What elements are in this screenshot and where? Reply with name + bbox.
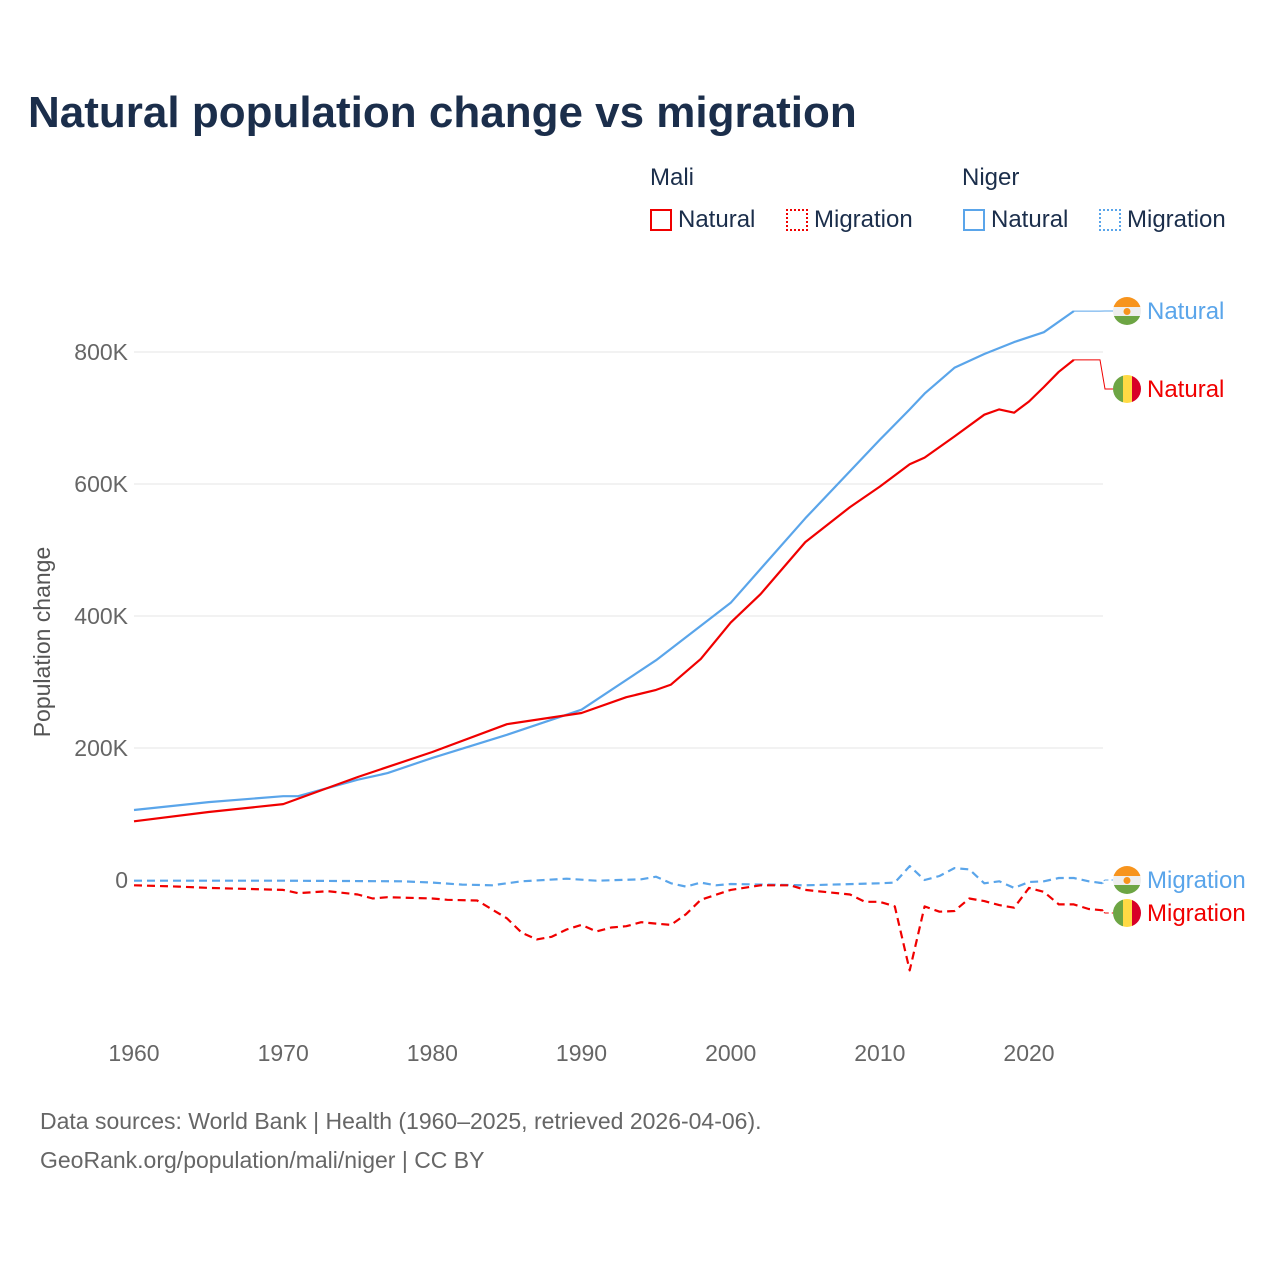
flag-sun [1123, 308, 1131, 315]
legend-label: Natural [678, 206, 756, 233]
y-axis-label: Population change [29, 547, 55, 738]
y-tick-label: 600K [74, 471, 128, 497]
legend-group-mali: Mali [650, 164, 695, 191]
legend-label: Migration [814, 206, 913, 233]
x-tick-label: 1980 [407, 1040, 458, 1066]
mali-migration-line [133, 884, 1104, 972]
niger-flag-icon [1113, 297, 1141, 325]
flag-clip [1113, 866, 1141, 894]
source-line-2[interactable]: GeoRank.org/population/mali/niger | CC B… [40, 1147, 485, 1173]
x-tick-label: 1970 [258, 1040, 309, 1066]
mali-flag-icon [1113, 375, 1141, 403]
flag-stripe [1113, 885, 1141, 894]
legend-group-niger: Niger [962, 164, 1020, 191]
niger-flag-icon [1113, 866, 1141, 894]
end-label: Natural [1147, 298, 1224, 325]
niger-migration-line [134, 865, 1104, 889]
end-label: Migration [1147, 900, 1246, 927]
flag-stripe [1113, 297, 1141, 307]
flag-stripe [1132, 375, 1141, 403]
legend-swatch-dotted [1099, 209, 1121, 231]
flag-clip [1113, 297, 1141, 325]
flag-clip [1113, 899, 1141, 927]
legend-mali-natural[interactable]: Natural [650, 206, 755, 234]
connector-line [1073, 359, 1113, 390]
legend-label: Natural [991, 206, 1069, 233]
end-label: Natural [1147, 376, 1224, 403]
end-label: Migration [1147, 867, 1246, 894]
flag-stripe [1113, 866, 1141, 876]
chart-title: Natural population change vs migration [28, 88, 857, 137]
x-tick-label: 2000 [705, 1040, 756, 1066]
legend-mali-migration[interactable]: Migration [786, 206, 913, 234]
y-tick-label: 0 [115, 867, 128, 893]
x-tick-label: 2010 [854, 1040, 905, 1066]
legend-niger-migration[interactable]: Migration [1099, 206, 1226, 234]
legend-label: Migration [1127, 206, 1226, 233]
flag-stripe [1113, 375, 1123, 403]
mali-natural-line [133, 359, 1075, 823]
x-tick-label: 1960 [108, 1040, 159, 1066]
legend-swatch-solid [650, 209, 672, 231]
flag-stripe [1132, 899, 1141, 927]
y-tick-label: 400K [74, 603, 128, 629]
x-tick-label: 2020 [1003, 1040, 1054, 1066]
niger-natural-line [133, 310, 1075, 812]
flag-stripe [1123, 899, 1132, 927]
flag-clip [1113, 375, 1141, 403]
y-tick-label: 800K [74, 339, 128, 365]
flag-stripe [1123, 375, 1132, 403]
legend-swatch-dotted [786, 209, 808, 231]
y-tick-label: 200K [74, 735, 128, 761]
flag-stripe [1113, 316, 1141, 325]
legend-swatch-solid [963, 209, 985, 231]
flag-sun [1123, 877, 1131, 884]
connector-line [1098, 879, 1113, 884]
flag-stripe [1113, 899, 1123, 927]
connector-line [1099, 909, 1113, 914]
source-line-1: Data sources: World Bank | Health (1960–… [40, 1108, 762, 1134]
legend-niger-natural[interactable]: Natural [963, 206, 1068, 234]
mali-flag-icon [1113, 899, 1141, 927]
x-tick-label: 1990 [556, 1040, 607, 1066]
